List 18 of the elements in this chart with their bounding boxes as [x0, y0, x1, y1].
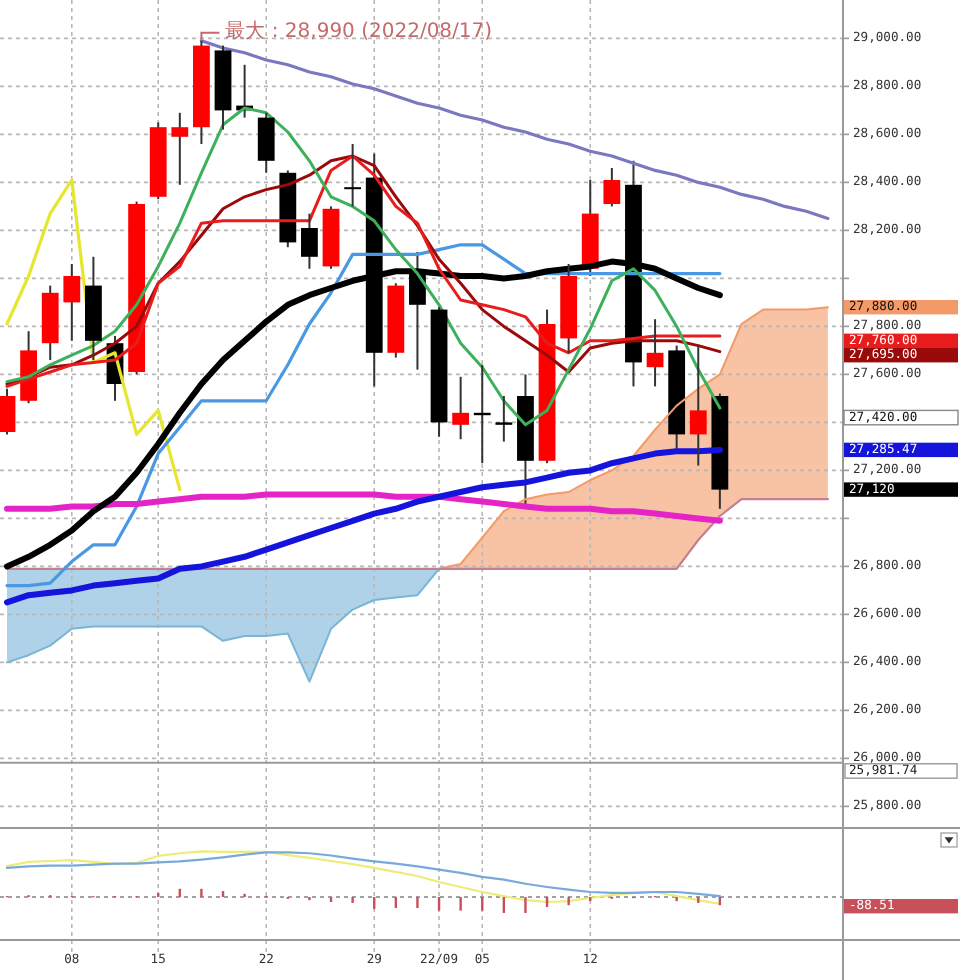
line-series — [4, 491, 723, 524]
line-series — [5, 178, 182, 492]
candlestick — [646, 318, 664, 388]
candlestick — [452, 375, 470, 441]
candlestick — [689, 344, 707, 467]
candlestick — [63, 263, 81, 342]
candlestick — [301, 212, 318, 270]
candlestick — [495, 395, 513, 443]
annotation: 最大 : 28,990 (2022/08/17) — [225, 18, 493, 43]
line-series — [5, 106, 722, 427]
line-series — [199, 39, 830, 220]
candlestick — [171, 111, 189, 186]
candlestick — [603, 167, 621, 208]
line-series — [4, 446, 723, 606]
candlestick — [0, 387, 16, 436]
candlestick — [344, 143, 362, 208]
line-series — [5, 498, 829, 570]
candlestick — [257, 111, 275, 174]
